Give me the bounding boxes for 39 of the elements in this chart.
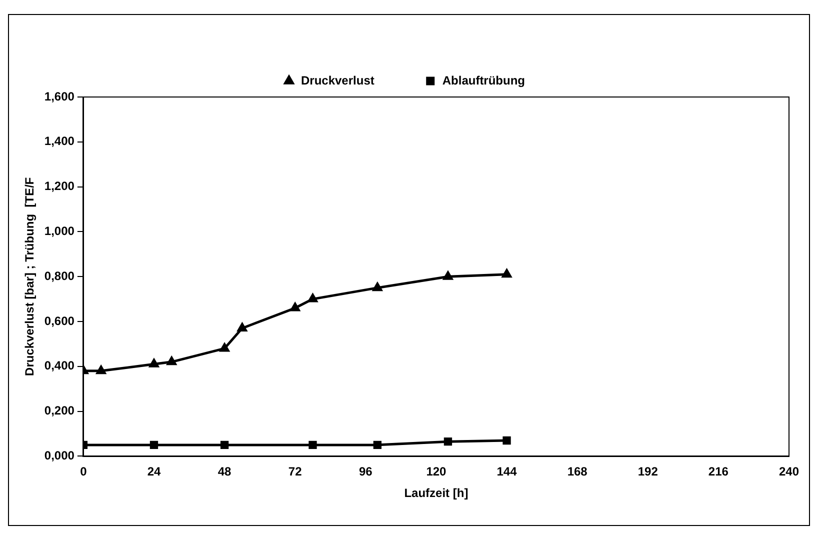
legend-label: Druckverlust: [300, 73, 374, 88]
x-tick-label: 240: [778, 464, 800, 479]
legend-label: Ablauftrübung: [442, 73, 526, 88]
y-tick-label: 0,200: [44, 404, 75, 418]
y-tick-label: 0,400: [44, 358, 75, 373]
y-tick-label: 1,600: [44, 89, 75, 104]
point: [166, 356, 176, 366]
y-tick-label: 1,400: [44, 134, 75, 148]
y-axis-title: Druckverlust [bar] ; Trübung [TE/F: [22, 177, 37, 376]
y-tick-label: 0,800: [44, 268, 75, 283]
x-tick-label: 72: [288, 464, 302, 479]
x-tick-label: 0: [80, 464, 88, 479]
point: [373, 440, 382, 450]
point: [220, 343, 230, 352]
point: [96, 366, 106, 374]
x-tick-label: 48: [218, 464, 232, 479]
x-tick-label: 192: [638, 464, 658, 479]
point: [308, 294, 318, 302]
y-tick-label: 1,000: [44, 224, 75, 238]
y-tick-label: 1,200: [44, 179, 75, 194]
x-tick-label: 144: [496, 464, 518, 479]
point: [237, 322, 247, 332]
point: [308, 440, 317, 450]
point: [149, 358, 159, 368]
point: [150, 440, 158, 450]
y-tick-label: 0,600: [44, 314, 75, 328]
x-tick-label: 96: [358, 464, 373, 479]
point: [443, 271, 453, 280]
y-tick-label: 0,000: [44, 448, 75, 463]
x-tick-label: 24: [147, 464, 161, 479]
x-tick-label: 168: [567, 464, 588, 479]
point: [444, 438, 452, 446]
point: [372, 282, 382, 292]
x-axis-title: Laufzeit [h]: [404, 486, 468, 500]
point: [290, 302, 300, 312]
x-tick-label: 216: [708, 464, 729, 479]
point: [502, 436, 511, 445]
x-tick-label: 120: [426, 464, 447, 479]
point: [220, 440, 229, 450]
